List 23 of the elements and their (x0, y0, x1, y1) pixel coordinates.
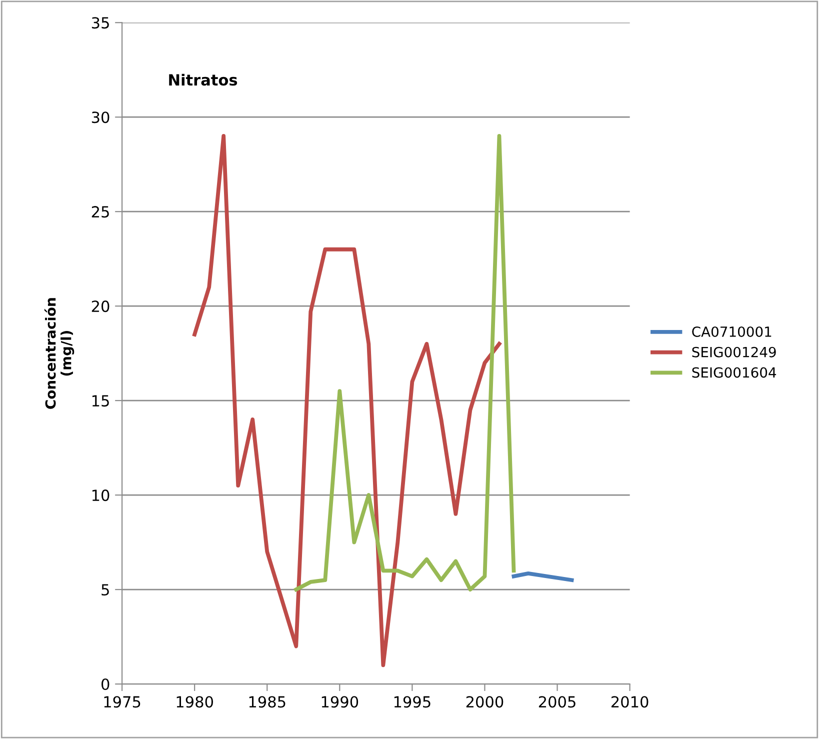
legend-label: SEIG001604 (692, 367, 776, 378)
x-tick-label: 2000 (466, 696, 504, 708)
legend-label: SEIG001249 (692, 346, 776, 358)
y-tick-label: 35 (92, 17, 109, 29)
line-series (294, 134, 516, 592)
y-axis-title: Concentración (mg/l) (44, 298, 74, 409)
y-tick-label: 15 (92, 395, 109, 407)
x-tick-label: 1980 (176, 696, 213, 708)
x-tick-label: 2010 (611, 696, 648, 708)
y-tick-label: 20 (92, 300, 110, 312)
x-tick-label: 1995 (394, 696, 430, 708)
legend-label: CA0710001 (692, 326, 772, 337)
y-tick-label: 25 (92, 206, 109, 218)
y-tick-label: 5 (102, 584, 109, 596)
text: Nitratos (169, 74, 238, 86)
y-tick-label: 0 (102, 678, 110, 690)
y-tick-label: 10 (92, 490, 110, 502)
line-series (192, 134, 502, 668)
x-tick-label: 1985 (249, 696, 286, 708)
x-tick-label: 1990 (322, 696, 358, 708)
x-tick-label: 2005 (538, 696, 576, 708)
y-tick-label: 30 (92, 112, 110, 124)
x-tick-label: 1975 (104, 696, 140, 708)
